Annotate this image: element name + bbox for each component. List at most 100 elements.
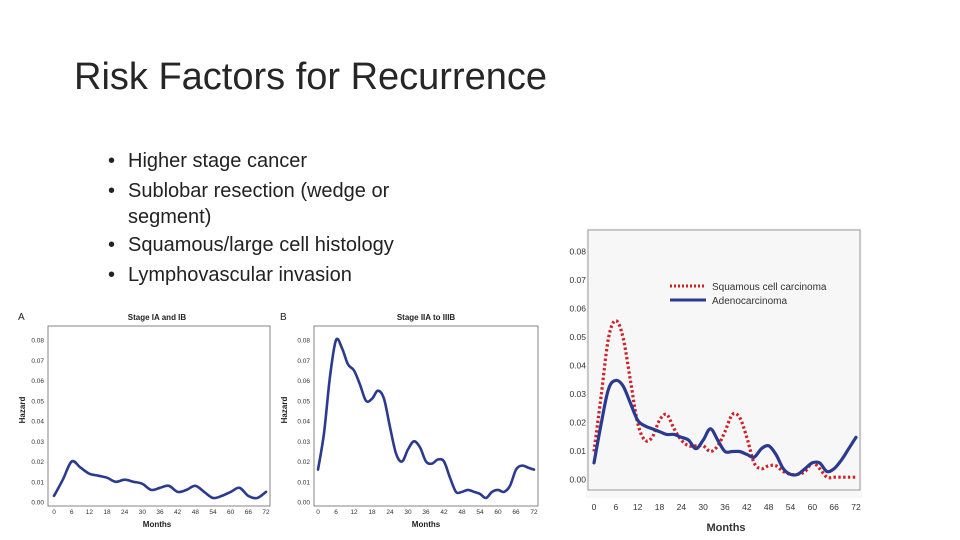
y-axis-ticks: 0.00 0.01 0.02 0.03 0.04 0.05 0.06 0.07 0.08: [31, 338, 44, 507]
y-tick-label: 0.05: [569, 332, 586, 342]
y-tick-label: 0.02: [569, 418, 586, 428]
x-tick-label: 36: [156, 509, 164, 516]
y-tick-label: 0.01: [31, 479, 44, 486]
x-tick-label: 12: [86, 509, 94, 516]
x-tick-label: 72: [530, 509, 538, 516]
y-axis-label: Hazard: [280, 397, 289, 424]
y-tick-label: 0.08: [297, 338, 310, 345]
bullet-text: Higher stage cancer: [128, 150, 307, 172]
bullet-list: • Higher stage cancer • Sublobar resection…: [108, 148, 438, 292]
bullet-text: Sublobar resection (wedge or segment): [128, 180, 390, 228]
y-tick-label: 0.03: [569, 389, 586, 399]
bullet-dot: •: [108, 264, 116, 286]
hazard-chart-stage-ii-iii: B Stage IIA to IIIB Hazard Months 0.00 0.…: [280, 312, 539, 529]
y-tick-label: 0.00: [297, 500, 310, 507]
bullet-item: • Squamous/large cell histology: [108, 232, 438, 258]
x-tick-label: 72: [262, 509, 270, 516]
legend-label-squamous: Squamous cell carcinoma: [712, 282, 827, 293]
bullet-item: • Sublobar resection (wedge or segment): [108, 178, 438, 230]
y-tick-label: 0.05: [297, 398, 310, 405]
x-tick-label: 66: [512, 509, 520, 516]
x-tick-label: 12: [350, 509, 358, 516]
series-line-2: [592, 378, 858, 477]
y-tick-label: 0.02: [31, 459, 44, 466]
x-axis-label: Months: [412, 520, 441, 529]
hazard-chart-stage-i: A Stage IA and IB Hazard Months 0.00 0.01…: [18, 312, 271, 529]
y-axis-ticks: 0.00 0.01 0.02 0.03 0.04 0.05 0.06 0.07 0.08: [297, 338, 310, 507]
y-tick-label: 0.05: [31, 398, 44, 405]
x-tick-label: 72: [851, 502, 861, 512]
x-tick-label: 66: [829, 502, 839, 512]
y-tick-label: 0.07: [31, 358, 44, 365]
x-tick-label: 12: [633, 502, 643, 512]
slide-title: Risk Factors for Recurrence: [74, 56, 548, 98]
x-tick-label: 6: [334, 509, 338, 516]
legend: Squamous cell carcinoma Adenocarcinoma: [670, 282, 827, 307]
x-axis-ticks: 0 6 12 18 24 30 36 42 48 54 60 66 72: [52, 509, 270, 516]
series-layer: [592, 319, 858, 480]
bullet-text: Squamous/large cell histology: [128, 234, 394, 256]
x-tick-label: 54: [209, 509, 217, 516]
x-tick-label: 42: [440, 509, 448, 516]
x-tick-label: 0: [52, 509, 56, 516]
x-tick-label: 30: [698, 502, 708, 512]
y-tick-label: 0.02: [297, 459, 310, 466]
legend-label-adeno: Adenocarcinoma: [712, 296, 787, 307]
x-tick-label: 6: [70, 509, 74, 516]
x-tick-label: 0: [592, 502, 597, 512]
x-tick-label: 18: [368, 509, 376, 516]
y-tick-label: 0.06: [297, 378, 310, 385]
chart-title: Stage IIA to IIIB: [397, 313, 456, 322]
panel-label: A: [18, 312, 25, 323]
x-axis-label: Months: [143, 520, 172, 529]
x-tick-label: 42: [174, 509, 182, 516]
bullet-text: Lymphovascular invasion: [128, 264, 352, 286]
bullet-item: • Lymphovascular invasion: [108, 262, 438, 288]
y-tick-label: 0.08: [31, 338, 44, 345]
x-tick-label: 48: [764, 502, 774, 512]
x-tick-label: 36: [720, 502, 730, 512]
y-tick-label: 0.00: [569, 475, 586, 485]
x-tick-label: 54: [476, 509, 484, 516]
bullet-item: • Higher stage cancer: [108, 148, 438, 174]
bullet-dot: •: [108, 234, 116, 256]
series-line-1: [52, 459, 268, 500]
y-axis-label: Hazard: [18, 397, 27, 424]
chart-title: Stage IA and IB: [128, 313, 187, 322]
y-tick-label: 0.07: [569, 275, 586, 285]
x-tick-label: 18: [103, 509, 111, 516]
y-tick-label: 0.04: [569, 361, 586, 371]
x-axis-ticks: 0 6 12 18 24 30 36 42 48 54 60 66 72: [316, 509, 538, 516]
x-tick-label: 60: [494, 509, 502, 516]
x-tick-label: 66: [245, 509, 253, 516]
chart-background: [586, 228, 862, 498]
x-tick-label: 18: [655, 502, 665, 512]
y-tick-label: 0.04: [297, 419, 310, 426]
x-tick-label: 60: [227, 509, 235, 516]
y-tick-label: 0.03: [31, 439, 44, 446]
x-tick-label: 48: [192, 509, 200, 516]
series-layer: [316, 337, 536, 500]
x-tick-label: 30: [139, 509, 147, 516]
x-axis-label: Months: [706, 522, 745, 534]
y-tick-label: 0.00: [31, 500, 44, 507]
x-tick-label: 42: [742, 502, 752, 512]
bullet-dot: •: [108, 150, 116, 172]
panel-label: B: [280, 312, 287, 323]
y-tick-label: 0.04: [31, 419, 44, 426]
x-tick-label: 0: [316, 509, 320, 516]
series-line-1: [316, 337, 536, 500]
plot-frame: [47, 325, 271, 507]
y-tick-label: 0.03: [297, 439, 310, 446]
x-tick-label: 24: [121, 509, 129, 516]
x-tick-label: 30: [404, 509, 412, 516]
series-layer: [52, 459, 268, 500]
y-tick-label: 0.06: [569, 304, 586, 314]
hazard-chart-histology: Months 0.000.010.020.030.040.050.060.070…: [569, 228, 862, 534]
y-axis-ticks: 0.00 0.01 0.02 0.03 0.04 0.05 0.06 0.07 0.08: [569, 247, 586, 485]
y-tick-label: 0.01: [297, 479, 310, 486]
x-tick-label: 54: [786, 502, 796, 512]
plot-frame: [587, 229, 861, 491]
y-tick-label: 0.08: [569, 247, 586, 257]
x-tick-label: 24: [386, 509, 394, 516]
